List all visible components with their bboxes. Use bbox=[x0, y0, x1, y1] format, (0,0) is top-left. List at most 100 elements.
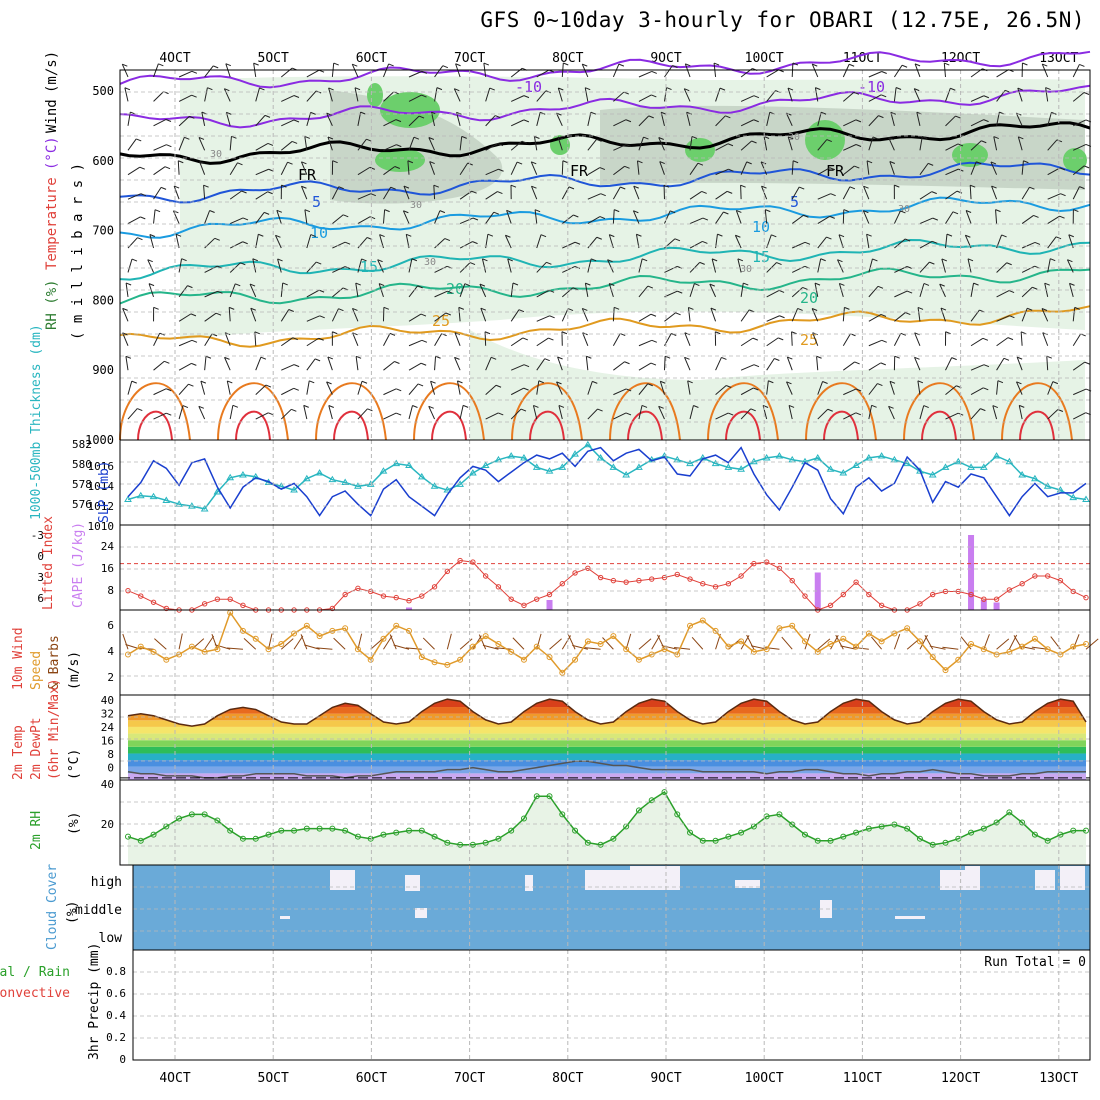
wind-barb bbox=[326, 112, 332, 116]
wind-barb bbox=[1047, 381, 1054, 395]
wind-barb bbox=[843, 209, 849, 213]
wind-data-point bbox=[878, 638, 885, 645]
rh-data-point bbox=[968, 829, 975, 836]
wind-barb bbox=[651, 339, 658, 343]
wind-barb bbox=[447, 290, 453, 294]
wind-barb bbox=[826, 139, 832, 143]
wind-barb bbox=[612, 307, 615, 322]
wind-data-point bbox=[1044, 646, 1051, 653]
wind-data-point bbox=[431, 659, 438, 666]
wind-barb bbox=[510, 184, 517, 188]
wind-barb bbox=[355, 282, 359, 297]
wind-barb bbox=[914, 63, 921, 67]
cloud-clear-high bbox=[405, 875, 420, 891]
rh-shade-high bbox=[1063, 148, 1087, 172]
wind-barb bbox=[664, 290, 678, 298]
wind-barb bbox=[536, 234, 542, 249]
wind-barb bbox=[1046, 355, 1052, 359]
slp-data-point bbox=[405, 461, 413, 468]
wind-barb bbox=[1008, 290, 1015, 294]
wind-data-point bbox=[827, 641, 834, 647]
wind-barb bbox=[868, 136, 874, 151]
rh-shade-mid bbox=[330, 90, 503, 204]
wind-barb bbox=[997, 380, 1004, 384]
rh-data-point bbox=[329, 825, 336, 832]
slp-data-point bbox=[379, 467, 388, 474]
wind-barb bbox=[1052, 381, 1059, 385]
wind-barb bbox=[842, 91, 855, 102]
wind-data-point bbox=[840, 635, 847, 642]
slp-data-point bbox=[481, 461, 490, 468]
precip-label: 3hr Precip (mm) bbox=[87, 943, 102, 1060]
wind-barb bbox=[1016, 356, 1023, 371]
wind-barb bbox=[332, 331, 338, 335]
wind-data-point bbox=[584, 638, 591, 645]
contour-label: 20 bbox=[800, 289, 818, 307]
wind-barb bbox=[624, 361, 630, 365]
wind-barb bbox=[428, 405, 434, 409]
wind-barb bbox=[563, 62, 569, 66]
wind-barb bbox=[326, 381, 333, 395]
wind-barb bbox=[420, 362, 427, 366]
rh-data-point bbox=[597, 841, 604, 848]
temp-band bbox=[128, 740, 1086, 747]
wind-barb bbox=[970, 309, 980, 322]
wind-barb bbox=[996, 112, 1000, 126]
wind-barb bbox=[121, 63, 129, 78]
wind-barb bbox=[660, 112, 665, 126]
wind-barb bbox=[153, 306, 159, 310]
cape-bar bbox=[406, 607, 413, 610]
rh-data-point bbox=[495, 835, 502, 842]
wind-barb bbox=[599, 216, 606, 220]
wind-barb-10m bbox=[567, 634, 576, 650]
wind-barb bbox=[791, 214, 804, 224]
wind-data-point bbox=[597, 641, 604, 647]
lifted-index-point bbox=[585, 565, 591, 571]
wind-barb bbox=[178, 383, 189, 395]
wind-barb bbox=[328, 405, 333, 420]
wind-barb bbox=[880, 362, 886, 366]
wind-barb bbox=[434, 312, 447, 322]
wind-barb bbox=[1029, 186, 1035, 190]
temp-band bbox=[128, 707, 1086, 714]
wind-barb bbox=[868, 339, 882, 347]
wind-barb bbox=[229, 190, 242, 200]
wind-barb bbox=[187, 285, 193, 289]
wind-barb bbox=[480, 307, 487, 311]
wind-barb bbox=[721, 357, 727, 360]
wind-barb bbox=[536, 337, 549, 347]
temp-contour bbox=[413, 382, 485, 441]
wind-barb bbox=[804, 241, 811, 245]
wind-barb bbox=[637, 160, 643, 164]
rh-data-point bbox=[520, 815, 527, 822]
wind-barb bbox=[510, 408, 522, 420]
wind-barb bbox=[752, 337, 759, 341]
wind-barb bbox=[267, 191, 273, 195]
wind-barb bbox=[702, 217, 709, 221]
cape-bar bbox=[968, 535, 975, 610]
wind-barb bbox=[306, 112, 312, 126]
slp-data-point bbox=[711, 459, 720, 467]
wind-barb bbox=[904, 238, 911, 242]
lifted-index-point bbox=[419, 593, 425, 599]
lifted-index-point bbox=[878, 602, 885, 609]
wind-barb bbox=[327, 136, 334, 140]
cloud-clear-mid bbox=[415, 908, 427, 918]
wind-barb bbox=[613, 119, 627, 127]
wind-barb bbox=[223, 88, 231, 102]
wind-barb-10m bbox=[674, 647, 691, 650]
contour-label: 30 bbox=[898, 204, 910, 215]
wind-barb bbox=[868, 362, 882, 371]
wind-barb bbox=[420, 313, 427, 317]
wind-barb bbox=[388, 63, 394, 67]
wind-barb bbox=[237, 162, 243, 166]
wind-barb bbox=[122, 308, 129, 322]
wind-barb bbox=[945, 357, 953, 371]
wind-barb bbox=[459, 241, 473, 249]
wind-ylabel: & Barbs bbox=[47, 635, 62, 690]
wind-barb bbox=[788, 404, 795, 408]
wind-barb bbox=[149, 234, 156, 237]
wind-barb bbox=[853, 91, 860, 95]
wind-barb bbox=[715, 385, 727, 396]
contour-label: -10 bbox=[858, 78, 885, 96]
